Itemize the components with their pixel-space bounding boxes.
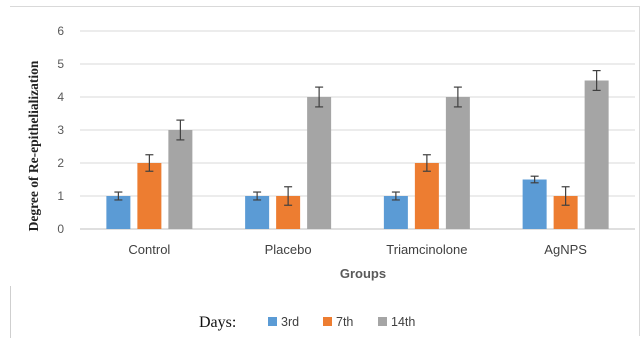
- category-label: AgNPS: [544, 242, 587, 257]
- legend-label: 7th: [336, 315, 353, 329]
- y-tick-label: 0: [57, 222, 64, 236]
- error-bar: [422, 154, 431, 172]
- error-bar: [592, 69, 601, 92]
- y-tick-label: 6: [57, 24, 64, 38]
- bar-14th-triamcinolone: [445, 97, 470, 229]
- bar-7th-triamcinolone: [414, 163, 439, 229]
- category-label: Control: [128, 242, 170, 257]
- y-tick-label: 2: [57, 156, 64, 170]
- category-label: Triamcinolone: [386, 242, 467, 257]
- legend-title: Days:: [199, 314, 236, 331]
- legend: Days: 3rd 7th 14th: [199, 314, 415, 331]
- legend-swatch: [268, 317, 277, 326]
- error-bar: [284, 186, 293, 206]
- error-bar: [114, 191, 123, 201]
- error-bar: [315, 86, 324, 108]
- y-tick-label: 1: [57, 189, 64, 203]
- bar-series: [106, 80, 609, 229]
- bar-14th-control: [168, 130, 193, 229]
- legend-label: 14th: [391, 315, 415, 329]
- error-bar: [561, 186, 570, 206]
- y-tick-labels: 0 1 2 3 4 5 6: [57, 24, 64, 236]
- category-label: Placebo: [265, 242, 312, 257]
- legend-label: 3rd: [281, 315, 299, 329]
- y-axis-title: Degree of Re-epithelialization: [26, 60, 41, 231]
- error-bar: [176, 119, 185, 141]
- legend-swatch: [323, 317, 332, 326]
- y-tick-label: 3: [57, 123, 64, 137]
- error-bar: [530, 175, 539, 184]
- y-tick-label: 4: [57, 90, 64, 104]
- bar-3rd-control: [106, 196, 131, 229]
- bar-3rd-triamcinolone: [383, 196, 408, 229]
- error-bar: [453, 86, 462, 108]
- y-tick-label: 5: [57, 57, 64, 71]
- error-bar: [391, 191, 400, 201]
- legend-swatch: [378, 317, 387, 326]
- chart-frame: [10, 6, 640, 336]
- error-bar: [253, 191, 262, 201]
- bar-14th-agnps: [584, 80, 609, 229]
- x-axis-title: Groups: [340, 266, 386, 281]
- bar-3rd-placebo: [245, 196, 270, 229]
- frame-divider: [10, 286, 11, 338]
- error-bars: [114, 69, 601, 206]
- gridlines: [80, 30, 635, 230]
- bar-14th-placebo: [307, 97, 332, 229]
- error-bar: [145, 154, 154, 172]
- bar-7th-control: [137, 163, 162, 229]
- category-labels: Control Placebo Triamcinolone AgNPS: [128, 242, 587, 257]
- bar-3rd-agnps: [522, 179, 547, 229]
